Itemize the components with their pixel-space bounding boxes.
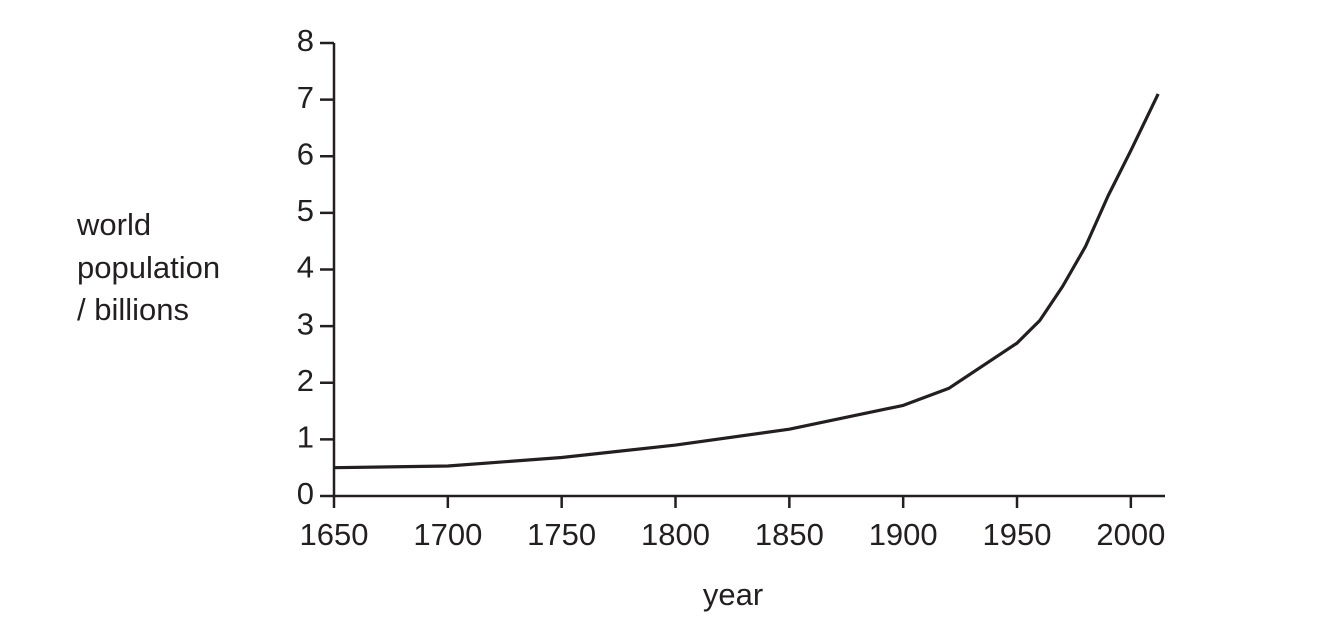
x-axis-label: year: [703, 577, 763, 612]
x-tick-label: 1650: [300, 517, 369, 552]
x-tick-label: 1950: [983, 517, 1052, 552]
x-tick-label: 1900: [869, 517, 938, 552]
y-axis-label: / billions: [77, 292, 189, 327]
population-line: [333, 93, 1160, 470]
y-tick-label: 7: [297, 80, 314, 115]
y-tick-label: 1: [297, 420, 314, 455]
y-tick-label: 3: [297, 306, 314, 341]
x-tick-label: 1750: [527, 517, 596, 552]
y-tick-label: 5: [297, 193, 314, 228]
y-tick-label: 6: [297, 136, 314, 171]
y-tick-label: 2: [297, 363, 314, 398]
y-tick-label: 4: [297, 250, 314, 285]
x-tick-label: 1700: [413, 517, 482, 552]
x-tick-label: 1800: [641, 517, 710, 552]
y-axis-label: population: [77, 250, 220, 285]
x-tick-label: 2000: [1096, 517, 1165, 552]
y-tick-label: 8: [297, 23, 314, 58]
x-tick-label: 1850: [755, 517, 824, 552]
y-axis-label: world: [76, 207, 151, 242]
y-tick-label: 0: [297, 476, 314, 511]
